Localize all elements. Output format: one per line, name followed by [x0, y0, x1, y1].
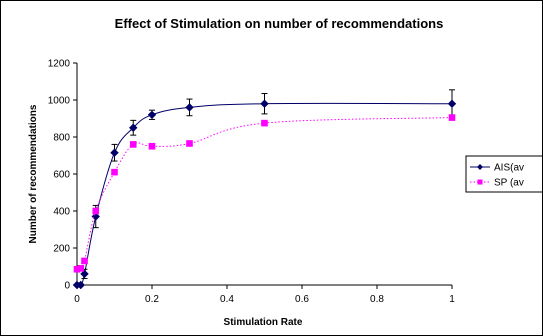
x-tick-label: 0.8	[370, 294, 384, 305]
x-axis-label: Stimulation Rate	[224, 317, 303, 328]
data-point	[187, 141, 193, 147]
y-tick-label: 800	[53, 133, 70, 144]
legend-swatch-marker	[478, 180, 483, 185]
data-point	[93, 208, 99, 214]
x-tick-label: 0.4	[220, 294, 234, 305]
data-point	[262, 120, 268, 126]
data-point	[112, 169, 118, 175]
series-layer	[74, 90, 456, 289]
data-point	[78, 266, 84, 272]
y-tick-label: 1200	[48, 59, 71, 70]
y-axis-label: Number of recommendations	[28, 104, 39, 243]
data-point	[130, 142, 136, 148]
series-2	[74, 115, 455, 272]
series-1	[74, 90, 456, 289]
legend: AIS(av SP (av	[466, 156, 542, 192]
y-axis-ticks: 0 200 400 600 800 1000 1200	[48, 59, 77, 292]
y-tick-label: 0	[64, 281, 70, 292]
data-point	[449, 115, 455, 121]
data-point	[149, 111, 156, 118]
y-tick-label: 400	[53, 207, 70, 218]
data-point	[261, 100, 268, 107]
legend-label: AIS(av	[494, 163, 524, 174]
x-tick-label: 1	[449, 294, 455, 305]
data-point	[111, 149, 118, 156]
data-point	[449, 100, 456, 107]
data-point	[149, 143, 155, 149]
data-point	[82, 258, 88, 264]
y-tick-label: 1000	[48, 96, 71, 107]
data-point	[186, 104, 193, 111]
series-line	[77, 118, 452, 270]
x-tick-label: 0.6	[295, 294, 309, 305]
y-tick-label: 200	[53, 244, 70, 255]
y-tick-label: 600	[53, 170, 70, 181]
x-tick-label: 0	[74, 294, 80, 305]
x-tick-label: 0.2	[145, 294, 159, 305]
x-axis-ticks: 0 0.2 0.4 0.6 0.8 1	[74, 285, 455, 305]
chart-title: Effect of Stimulation on number of recom…	[115, 16, 444, 31]
legend-label: SP (av	[494, 178, 524, 189]
